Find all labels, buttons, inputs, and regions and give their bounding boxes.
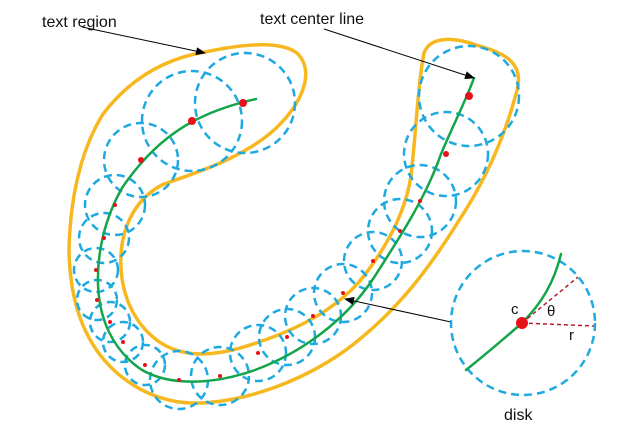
text-center-line	[96, 76, 476, 383]
center-points	[94, 92, 473, 382]
disk-6	[83, 173, 147, 237]
center-point-5	[443, 151, 449, 157]
disk-2	[193, 51, 297, 155]
center-point-12	[95, 298, 99, 302]
disk-18	[123, 343, 167, 387]
inset-radius-line	[521, 322, 595, 327]
disk-3	[140, 69, 244, 173]
center-point-16	[121, 340, 125, 344]
center-point-13	[341, 291, 345, 295]
text-region-outline	[67, 37, 521, 405]
disk-7	[382, 163, 458, 239]
center-point-1	[465, 92, 473, 100]
center-point-9	[398, 229, 402, 233]
center-point-10	[94, 268, 98, 272]
center-point-2	[239, 99, 247, 107]
center-point-3	[188, 117, 196, 125]
center-point-19	[256, 351, 260, 355]
center-point-7	[418, 199, 422, 203]
disk-inset	[449, 249, 597, 397]
inset-disk	[449, 249, 597, 397]
disk-cluster	[72, 44, 521, 411]
center-point-15	[311, 314, 315, 318]
disk-11	[342, 230, 404, 292]
disk-label: disk	[504, 407, 533, 424]
disk-4	[102, 121, 180, 199]
disk-14	[88, 300, 132, 344]
center-dot-icon	[516, 317, 528, 329]
inset-theta-line	[521, 276, 579, 324]
center-point-18	[143, 363, 147, 367]
disk-19	[228, 323, 288, 383]
center-point-14	[108, 320, 112, 324]
disk-9	[366, 197, 434, 265]
disk-callout-arrow	[344, 296, 452, 323]
text-center-line-arrow	[323, 28, 475, 80]
theta-label: θ	[547, 303, 555, 320]
disk-21	[189, 345, 251, 407]
disk-13	[312, 262, 374, 324]
center-point-21	[218, 374, 222, 378]
text-region-arrow	[81, 26, 206, 56]
center-point-17	[285, 335, 289, 339]
disk-10	[72, 246, 120, 294]
radius-label: r	[569, 327, 574, 344]
center-point-6	[113, 203, 117, 207]
text-region-label: text region	[42, 14, 117, 31]
disk-1	[417, 44, 521, 148]
center-point-20	[177, 378, 181, 382]
disk-16	[101, 320, 145, 364]
center-point-11	[371, 259, 375, 263]
center-label: c	[511, 301, 519, 318]
center-point-4	[138, 157, 144, 163]
center-point-8	[102, 236, 106, 240]
text-center-line-label: text center line	[260, 11, 364, 28]
disk-5	[402, 110, 490, 198]
disk-8	[77, 211, 131, 265]
